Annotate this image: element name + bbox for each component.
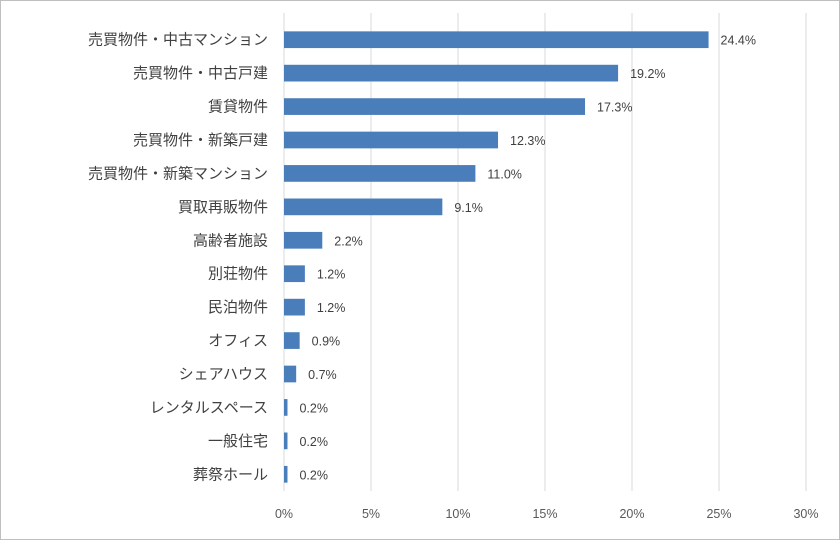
x-tick-label: 15% bbox=[532, 507, 557, 521]
category-label: 賃貸物件 bbox=[208, 98, 268, 116]
bar bbox=[284, 231, 323, 249]
data-label: 12.3% bbox=[510, 134, 545, 148]
category-label: 売買物件・中古戸建 bbox=[133, 64, 268, 82]
bar bbox=[284, 265, 305, 283]
bar bbox=[284, 98, 586, 115]
bar bbox=[284, 465, 288, 483]
data-label: 2.2% bbox=[334, 234, 363, 248]
data-label: 0.2% bbox=[299, 435, 328, 449]
x-tick-label: 30% bbox=[793, 507, 818, 521]
x-tick-label: 20% bbox=[619, 507, 644, 521]
x-tick-label: 10% bbox=[445, 507, 470, 521]
bar bbox=[284, 198, 443, 216]
category-label: オフィス bbox=[208, 332, 268, 350]
category-label: レンタルスペース bbox=[150, 398, 268, 416]
data-label: 0.2% bbox=[299, 401, 328, 415]
category-label: 葬祭ホール bbox=[193, 465, 268, 483]
data-label: 17.3% bbox=[597, 101, 632, 115]
bar bbox=[284, 432, 288, 450]
data-label: 19.2% bbox=[630, 67, 665, 81]
bar bbox=[284, 131, 499, 149]
category-label: 民泊物件 bbox=[208, 298, 268, 316]
data-label: 24.4% bbox=[721, 34, 756, 48]
data-label: 11.0% bbox=[487, 167, 522, 181]
bar bbox=[284, 332, 300, 349]
category-label: 買取再販物件 bbox=[178, 198, 268, 216]
x-tick-label: 0% bbox=[275, 507, 293, 521]
category-label: 売買物件・新築マンション bbox=[88, 164, 268, 182]
data-label: 0.7% bbox=[308, 368, 337, 382]
category-label: 売買物件・新築戸建 bbox=[133, 131, 268, 149]
data-label: 1.2% bbox=[317, 268, 346, 282]
bar bbox=[284, 165, 476, 182]
category-label: 別荘物件 bbox=[208, 265, 268, 283]
bar bbox=[284, 31, 709, 49]
category-label: シェアハウス bbox=[179, 365, 268, 383]
data-label: 0.2% bbox=[299, 468, 328, 482]
bar bbox=[284, 365, 297, 383]
data-label: 1.2% bbox=[317, 301, 346, 315]
category-label: 売買物件・中古マンション bbox=[88, 31, 268, 49]
bar bbox=[284, 399, 288, 416]
bar bbox=[284, 298, 305, 316]
data-label: 9.1% bbox=[454, 201, 483, 215]
category-label: 高齢者施設 bbox=[193, 231, 268, 249]
category-label: 一般住宅 bbox=[208, 432, 268, 450]
x-tick-label: 5% bbox=[362, 507, 380, 521]
data-label: 0.9% bbox=[312, 335, 341, 349]
x-tick-label: 25% bbox=[706, 507, 731, 521]
bar bbox=[284, 64, 619, 82]
